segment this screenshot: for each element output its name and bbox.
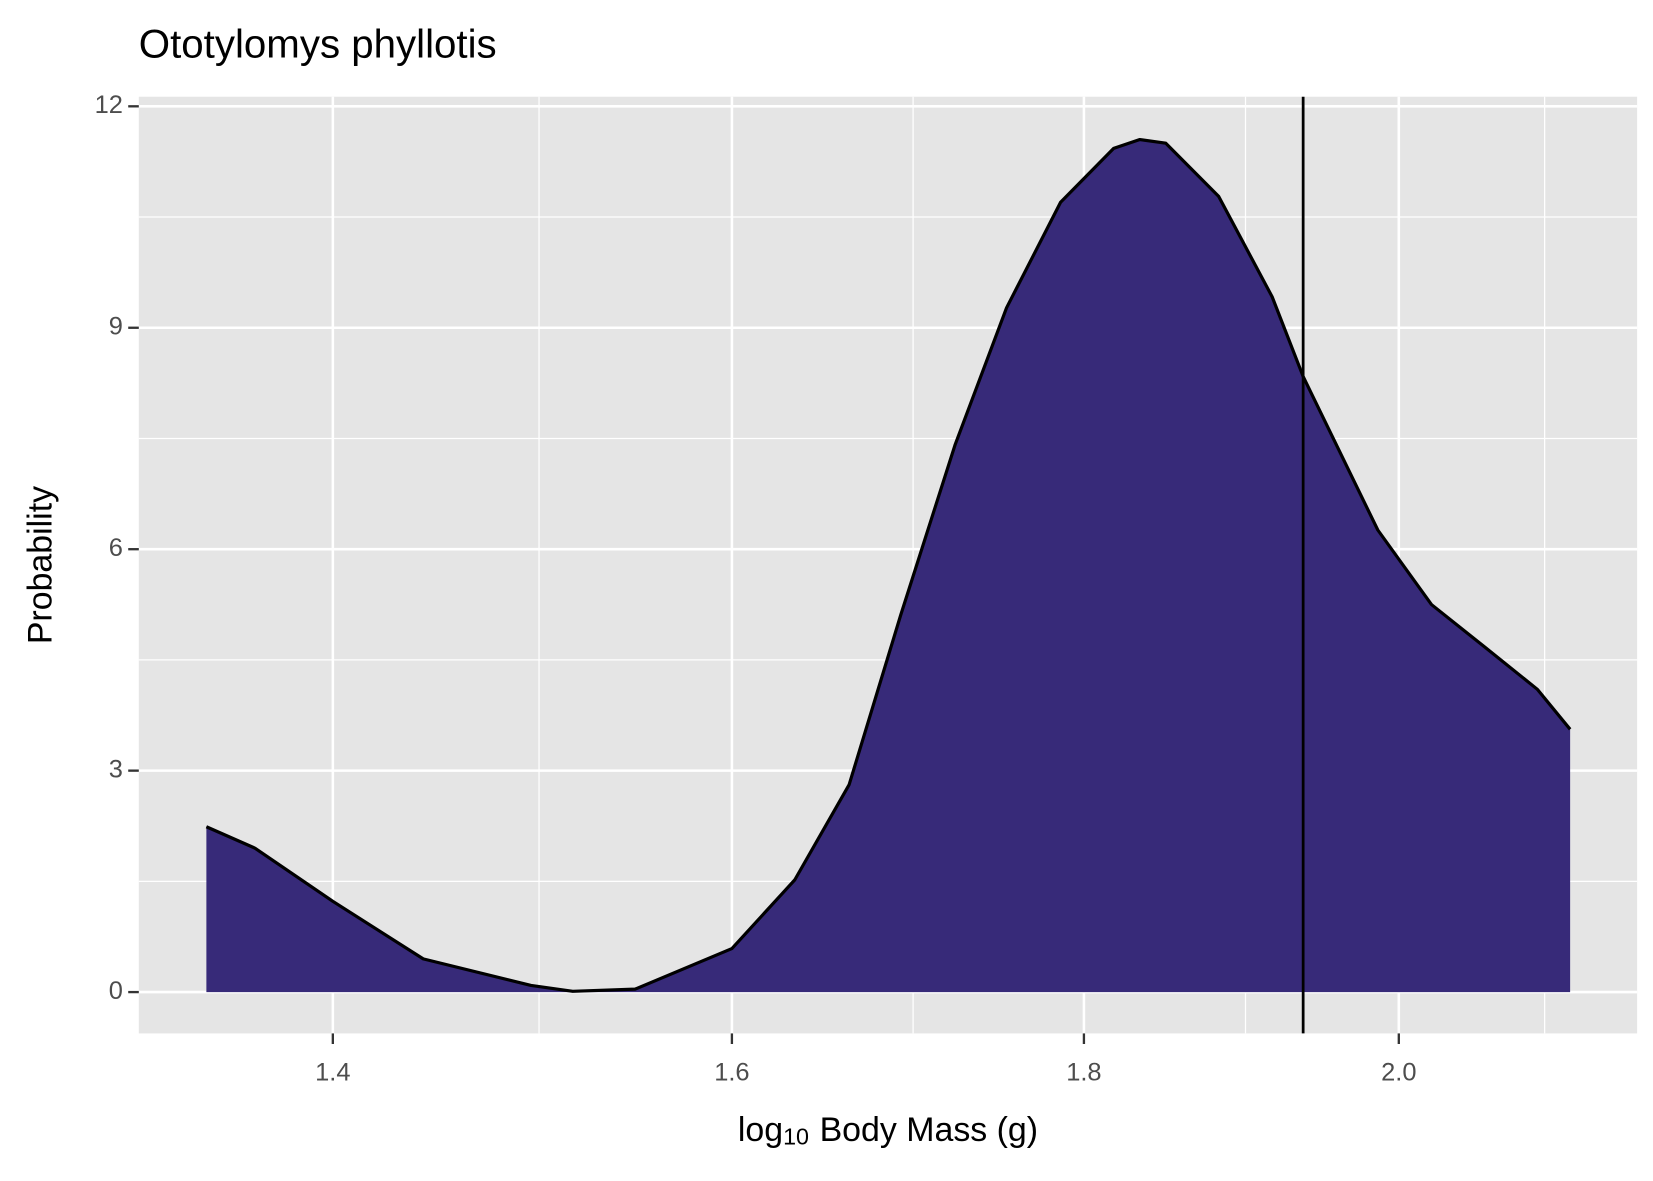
y-tick-label: 9 — [109, 312, 123, 340]
y-axis-title: Probability — [21, 486, 59, 644]
density-area — [206, 139, 1571, 993]
chart-title: Ototylomys phyllotis — [139, 22, 497, 67]
x-axis-title-base: log — [738, 1111, 783, 1149]
y-tick-label: 3 — [109, 755, 123, 783]
x-axis-title-rest: Body Mass (g) — [820, 1111, 1038, 1149]
y-tick-label: 0 — [109, 977, 123, 1005]
x-axis-title: log10 Body Mass (g) — [738, 1111, 1038, 1150]
y-tick-label: 6 — [109, 534, 123, 562]
density-line — [205, 137, 1572, 993]
x-tick-label: 1.8 — [1066, 1058, 1101, 1086]
x-tick-label: 1.4 — [315, 1058, 350, 1086]
x-axis-title-subscript: 10 — [783, 1123, 809, 1149]
x-tick-label: 1.6 — [714, 1058, 749, 1086]
y-tick-label: 12 — [95, 91, 123, 119]
x-tick-label: 2.0 — [1381, 1058, 1416, 1086]
